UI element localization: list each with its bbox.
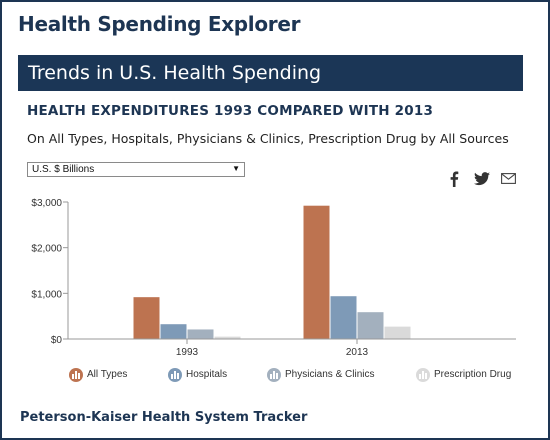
y-tick-label: $0 xyxy=(51,335,63,346)
bar-chart-icon xyxy=(69,368,83,382)
facebook-icon[interactable] xyxy=(449,171,459,187)
y-tick-label: $1,000 xyxy=(31,289,62,300)
bar-physicians-clinics-1993 xyxy=(187,329,214,339)
bar-chart-icon xyxy=(267,368,281,382)
unit-select[interactable]: U.S. $ Billions ▼ xyxy=(27,162,245,177)
email-icon[interactable] xyxy=(501,173,516,184)
x-tick-label: 2013 xyxy=(346,347,369,358)
legend-label: Prescription Drug xyxy=(434,369,512,380)
legend-label: Physicians & Clinics xyxy=(285,369,375,380)
bar-hospitals-1993 xyxy=(160,324,187,339)
twitter-icon[interactable] xyxy=(474,172,490,186)
y-tick-label: $3,000 xyxy=(31,198,62,209)
legend-label: Hospitals xyxy=(186,369,228,380)
bar-chart-icon xyxy=(416,368,430,382)
bar-chart: $0 $1,000 $2,000 $3,000 1993 2013 xyxy=(31,198,516,358)
bar-physicians-clinics-2013 xyxy=(357,312,384,339)
app-title: Health Spending Explorer xyxy=(18,12,301,36)
bar-all-types-2013 xyxy=(303,205,330,339)
bar-hospitals-2013 xyxy=(330,296,357,339)
banner: Trends in U.S. Health Spending xyxy=(18,55,523,91)
chart-subtitle: On All Types, Hospitals, Physicians & Cl… xyxy=(27,131,509,146)
bar-prescription-drug-1993 xyxy=(214,336,241,339)
y-tick-label: $2,000 xyxy=(31,244,62,255)
bar-all-types-1993 xyxy=(133,297,160,339)
banner-title: Trends in U.S. Health Spending xyxy=(28,62,322,84)
x-tick-label: 1993 xyxy=(176,347,199,358)
legend-label: All Types xyxy=(87,369,128,380)
bar-prescription-drug-2013 xyxy=(384,326,411,339)
bar-chart-icon xyxy=(168,368,182,382)
chart-title: HEALTH EXPENDITURES 1993 COMPARED WITH 2… xyxy=(27,103,434,119)
chevron-down-icon: ▼ xyxy=(232,164,240,173)
unit-select-value: U.S. $ Billions xyxy=(32,164,95,175)
footer-source: Peterson-Kaiser Health System Tracker xyxy=(20,410,308,425)
